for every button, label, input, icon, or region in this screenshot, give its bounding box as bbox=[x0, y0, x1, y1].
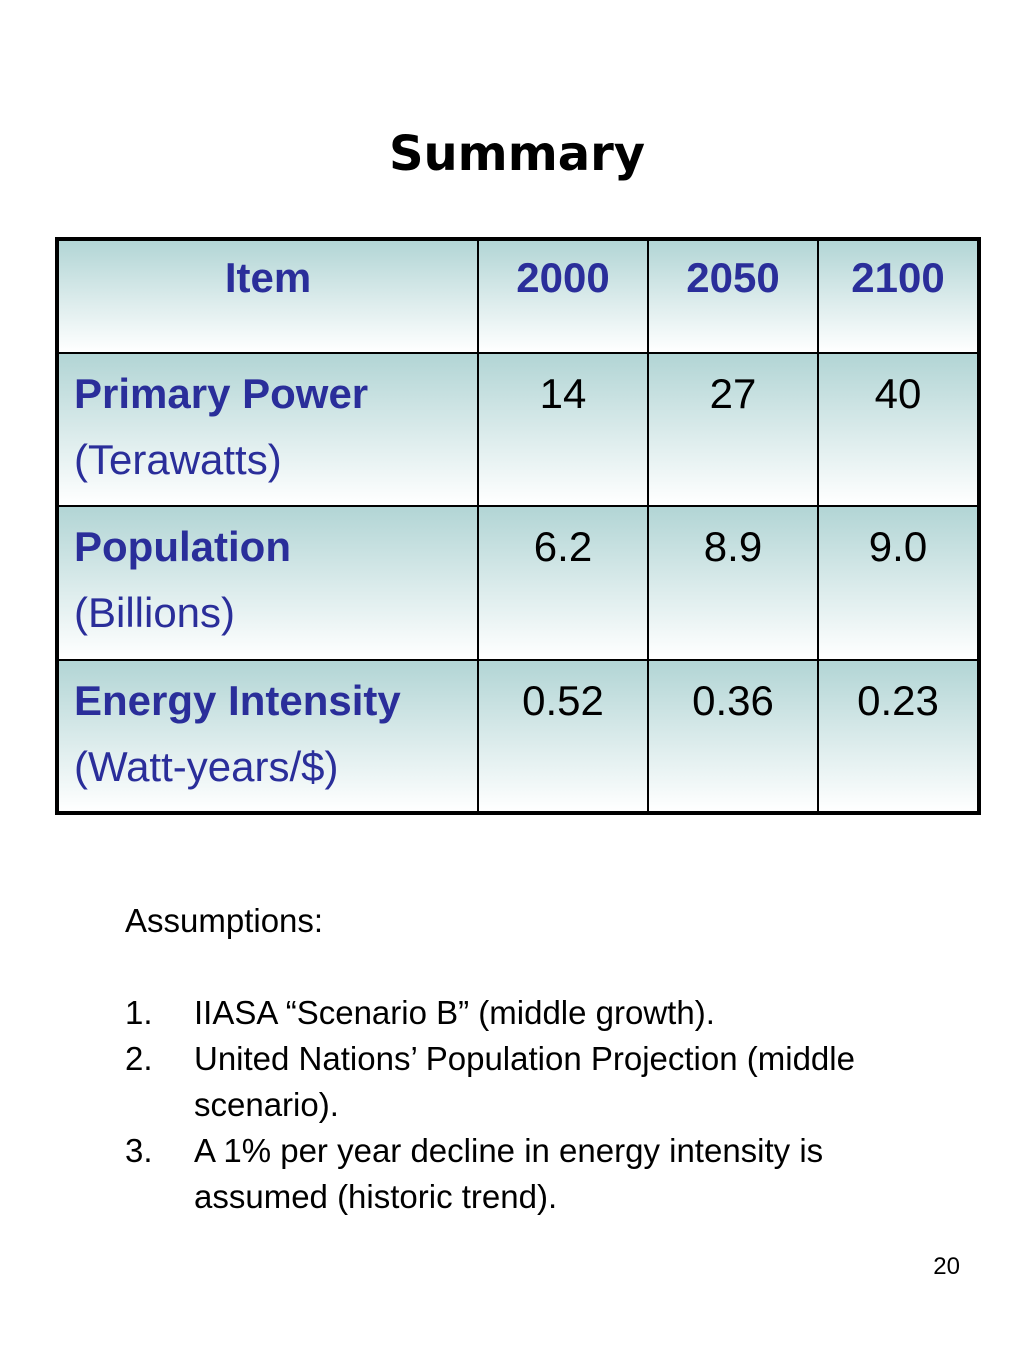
item-name: Energy Intensity bbox=[74, 676, 401, 724]
list-item-number: 1. bbox=[125, 994, 153, 1031]
value-cell: 14 bbox=[477, 352, 649, 508]
header-item: Item bbox=[56, 237, 479, 355]
summary-table: Item 2000 2050 2100 Primary Power (Teraw… bbox=[55, 237, 981, 815]
value-cell: 40 bbox=[817, 352, 980, 508]
list-item-text: United Nations’ Population Projection (m… bbox=[194, 1040, 855, 1123]
item-name: Primary Power bbox=[74, 370, 369, 418]
value-cell: 0.52 bbox=[477, 658, 649, 815]
table-row: Energy Intensity (Watt-years/$) 0.52 0.3… bbox=[56, 658, 980, 815]
value-cell: 8.9 bbox=[647, 505, 819, 661]
assumptions-section: Assumptions: 1. IIASA “Scenario B” (midd… bbox=[125, 898, 965, 1220]
page-number: 20 bbox=[933, 1253, 960, 1280]
value-cell: 0.23 bbox=[817, 658, 980, 815]
value-cell: 6.2 bbox=[477, 505, 649, 661]
list-item: 3. A 1% per year decline in energy inten… bbox=[125, 1128, 965, 1220]
value-cell: 27 bbox=[647, 352, 819, 508]
item-unit: (Terawatts) bbox=[74, 436, 282, 484]
list-item: 1. IIASA “Scenario B” (middle growth). bbox=[125, 990, 965, 1036]
slide-title: Summary bbox=[388, 126, 646, 182]
value-cell: 0.36 bbox=[647, 658, 819, 815]
table-row: Primary Power (Terawatts) 14 27 40 bbox=[56, 352, 980, 508]
list-item-number: 3. bbox=[125, 1132, 153, 1169]
item-cell: Primary Power (Terawatts) bbox=[56, 352, 479, 508]
item-cell: Energy Intensity (Watt-years/$) bbox=[56, 658, 479, 815]
item-unit: (Watt-years/$) bbox=[74, 742, 339, 790]
header-year-2000: 2000 bbox=[477, 237, 649, 355]
item-cell: Population (Billions) bbox=[56, 505, 479, 661]
assumptions-list: 1. IIASA “Scenario B” (middle growth). 2… bbox=[125, 990, 965, 1220]
value-cell: 9.0 bbox=[817, 505, 980, 661]
table-header-row: Item 2000 2050 2100 bbox=[56, 237, 980, 355]
item-name: Population bbox=[74, 523, 291, 571]
list-item-text: IIASA “Scenario B” (middle growth). bbox=[194, 994, 715, 1031]
list-item-text: A 1% per year decline in energy intensit… bbox=[194, 1132, 824, 1215]
table-row: Population (Billions) 6.2 8.9 9.0 bbox=[56, 505, 980, 661]
header-year-2100: 2100 bbox=[817, 237, 980, 355]
item-unit: (Billions) bbox=[74, 589, 236, 637]
list-item-number: 2. bbox=[125, 1040, 153, 1077]
assumptions-heading: Assumptions: bbox=[125, 902, 324, 939]
header-year-2050: 2050 bbox=[647, 237, 819, 355]
list-item: 2. United Nations’ Population Projection… bbox=[125, 1036, 965, 1128]
